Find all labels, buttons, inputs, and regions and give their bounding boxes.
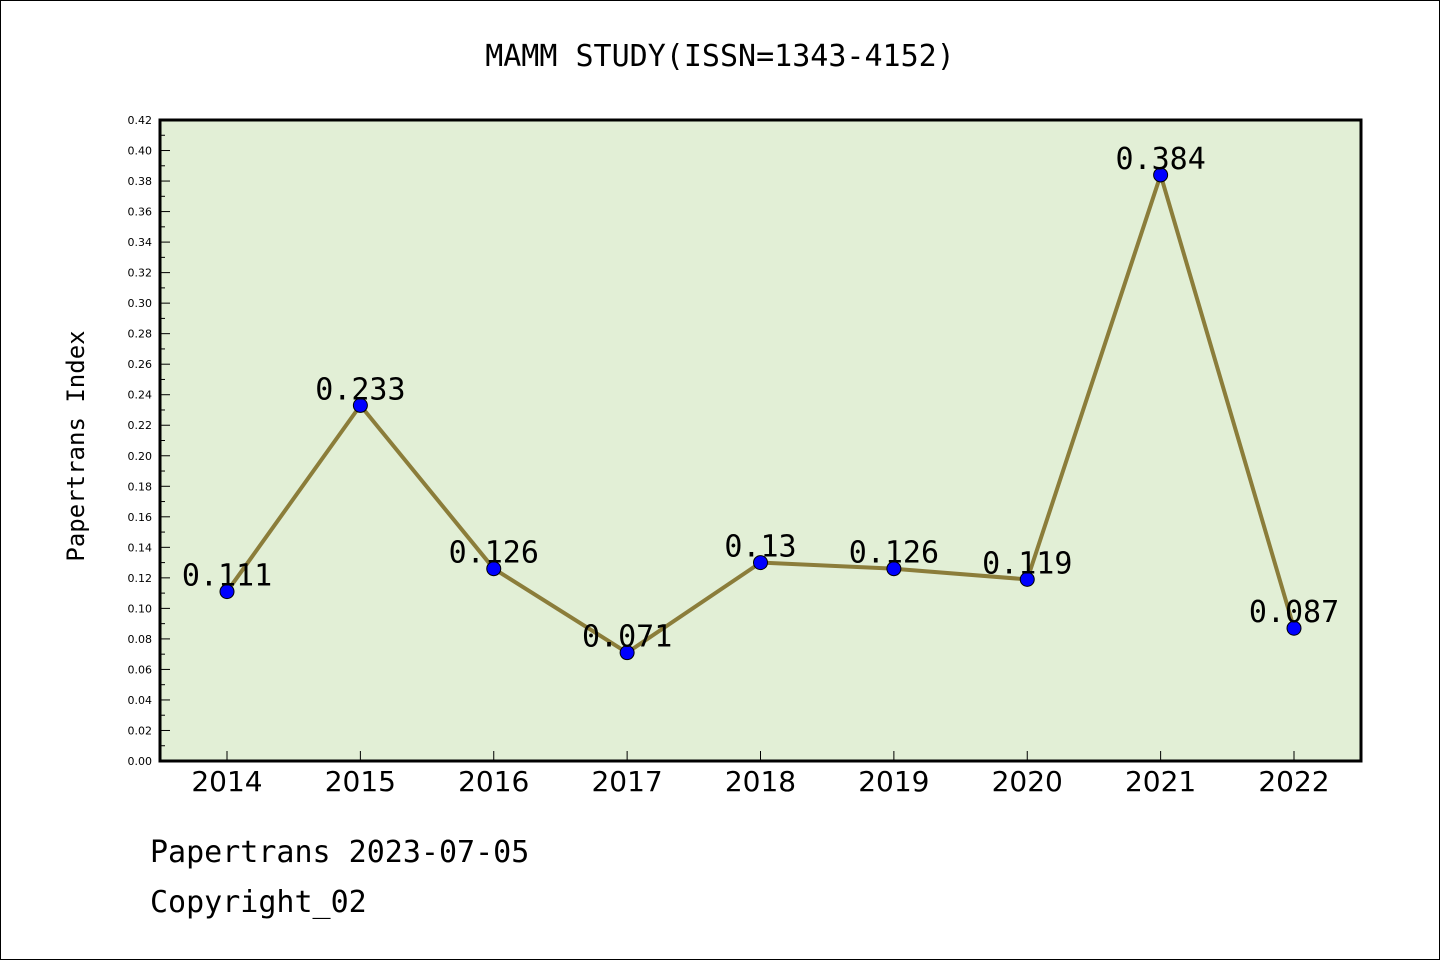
y-tick-label: 0.28 — [128, 328, 153, 341]
y-tick-label: 0.22 — [128, 419, 153, 432]
y-tick-label: 0.26 — [128, 358, 153, 371]
data-point — [619, 645, 635, 661]
y-tick-label: 0.18 — [128, 480, 153, 493]
y-tick-label: 0.04 — [128, 694, 153, 707]
data-label: 0.087 — [1249, 595, 1339, 630]
y-tick-label: 0.42 — [128, 114, 153, 127]
data-label: 0.119 — [982, 546, 1072, 581]
data-label: 0.111 — [182, 559, 272, 594]
data-label: 0.071 — [582, 620, 672, 655]
data-point — [1153, 167, 1169, 183]
data-point — [753, 555, 768, 571]
data-point — [886, 561, 902, 577]
data-label: 0.126 — [849, 536, 939, 571]
x-tick-label: 2018 — [725, 765, 796, 798]
y-tick-label: 0.24 — [128, 389, 153, 402]
data-point — [1286, 620, 1302, 636]
chart-title: MAMM STUDY(ISSN=1343-4152) — [485, 39, 955, 74]
y-tick-label: 0.40 — [128, 145, 153, 158]
x-tick-label: 2015 — [325, 765, 396, 798]
data-point — [352, 397, 368, 413]
y-axis-label: Papertrans Index — [62, 330, 90, 561]
y-tick-label: 0.12 — [128, 572, 153, 585]
x-tick-label: 2020 — [992, 765, 1063, 798]
data-point — [219, 584, 235, 600]
plot-area — [160, 120, 1361, 761]
footer-copyright: Copyright_02 — [150, 885, 367, 920]
y-tick-label: 0.30 — [128, 297, 153, 310]
data-point — [1019, 571, 1035, 587]
x-tick-label: 2022 — [1258, 765, 1329, 798]
y-tick-label: 0.38 — [128, 175, 153, 188]
x-tick-label: 2017 — [591, 765, 662, 798]
x-tick-label: 2016 — [458, 765, 529, 798]
plot-border — [158, 118, 1363, 763]
y-tick-label: 0.10 — [128, 602, 153, 615]
y-tick-label: 0.32 — [128, 267, 153, 280]
y-tick-label: 0.08 — [128, 633, 153, 646]
data-label: 0.126 — [449, 536, 539, 571]
footer-date: Papertrans 2023-07-05 — [150, 835, 530, 870]
x-tick-label: 2021 — [1125, 765, 1196, 798]
y-tick-label: 0.02 — [128, 724, 153, 737]
y-tick-label: 0.20 — [128, 450, 153, 463]
y-tick-label: 0.14 — [128, 541, 153, 554]
x-tick-label: 2014 — [191, 765, 262, 798]
data-label: 0.384 — [1115, 142, 1205, 177]
y-tick-label: 0.16 — [128, 511, 153, 524]
y-tick-label: 0.34 — [128, 236, 153, 249]
data-point — [486, 561, 502, 577]
data-label: 0.233 — [315, 372, 405, 407]
x-tick-label: 2019 — [858, 765, 929, 798]
y-tick-label: 0.06 — [128, 663, 153, 676]
y-tick-label: 0.00 — [128, 755, 153, 768]
data-label: 0.13 — [724, 530, 796, 565]
y-tick-label: 0.36 — [128, 206, 153, 219]
